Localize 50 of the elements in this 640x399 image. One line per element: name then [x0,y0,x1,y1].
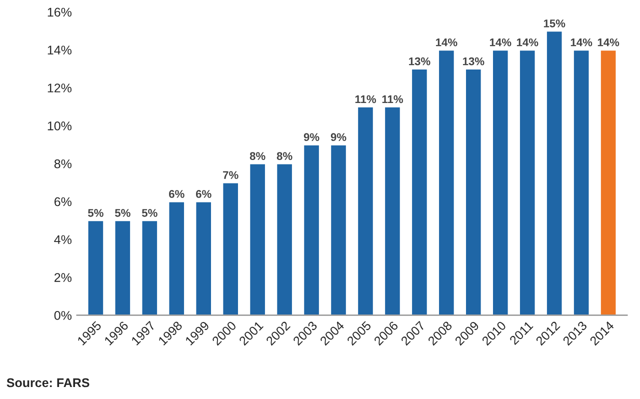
y-tick-label: 0% [54,311,72,320]
y-tick-label: 2% [54,273,72,282]
bar [518,49,536,316]
data-label: 14% [436,38,458,46]
source-note: Source: FARS [6,378,90,388]
y-tick-label: 8% [54,159,72,168]
bar [114,220,132,316]
y-tick-label: 16% [48,8,72,17]
bar [276,162,294,316]
data-label: 5% [142,209,158,217]
data-label: 5% [88,209,104,217]
bar [222,182,240,316]
bar [600,49,618,316]
data-label: 6% [196,190,212,198]
bar [356,106,374,316]
bar [546,30,564,316]
y-tick-label: 4% [54,235,72,244]
bar [140,220,158,316]
bar [330,144,348,316]
bar [438,49,456,316]
y-tick-label: 14% [48,46,72,54]
data-label: 14% [598,38,620,46]
bar [572,49,590,316]
data-label: 6% [169,190,184,198]
y-tick-label: 12% [48,84,72,92]
data-label: 8% [276,152,292,160]
data-label: 11% [382,95,403,104]
bar [168,200,186,316]
bar [492,49,510,316]
data-label: 14% [570,38,592,46]
bar [248,162,266,316]
data-label: 7% [223,171,238,179]
bar [384,106,402,316]
data-label: 13% [462,57,484,66]
data-label: 14% [490,38,512,46]
data-label: 9% [330,133,346,142]
y-tick-label: 10% [48,121,72,130]
bar [194,200,212,316]
bar [302,144,320,316]
bar [410,68,428,316]
y-tick-label: 6% [54,197,72,206]
bar [464,68,482,316]
data-label: 11% [355,95,376,104]
data-label: 9% [304,133,320,142]
data-label: 14% [516,38,538,46]
data-label: 13% [409,57,430,66]
bar [86,220,104,316]
data-label: 5% [114,209,130,217]
data-label: 15% [544,19,566,28]
data-label: 8% [250,152,266,160]
